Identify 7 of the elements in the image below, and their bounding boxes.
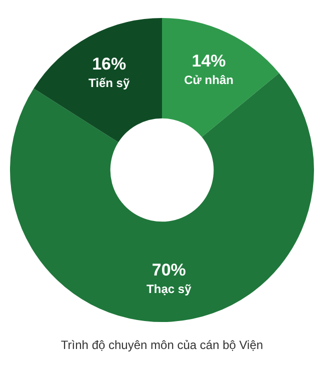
data-label: 16% — [92, 54, 126, 74]
slice-label: Tiến sỹ — [88, 76, 130, 90]
text: Trình độ chuyên môn của cán bộ Viện — [60, 338, 264, 352]
data-label: 70% — [152, 260, 186, 280]
slice-label: Cử nhân — [184, 72, 234, 87]
data-label: 14% — [192, 51, 226, 70]
slice-label: Thạc sỹ — [146, 282, 192, 296]
